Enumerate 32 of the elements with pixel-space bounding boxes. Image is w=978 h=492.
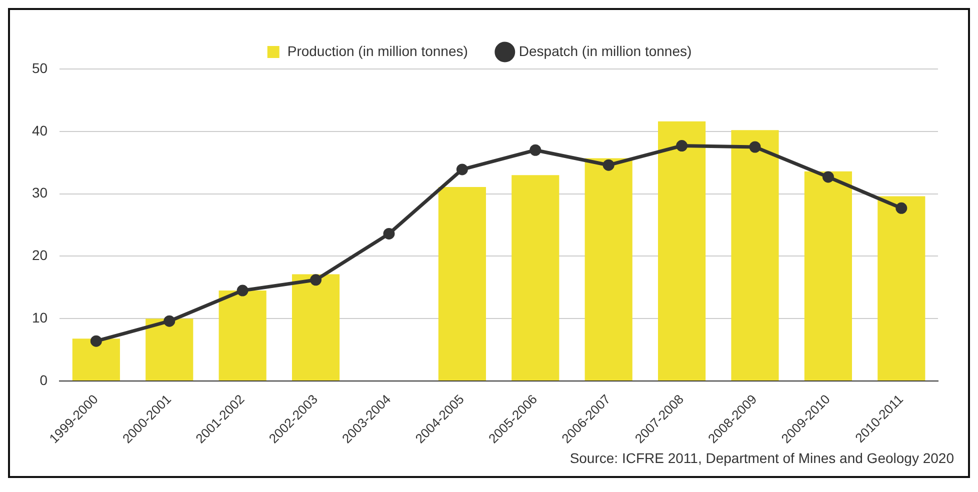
- bar: [438, 186, 486, 381]
- bar: [731, 130, 779, 381]
- legend-label: Despatch (in million tonnes): [518, 42, 692, 59]
- point: [602, 159, 614, 171]
- point: [383, 228, 395, 240]
- legend-label: Production (in million tonnes): [287, 42, 468, 59]
- y-tick-label: 20: [32, 247, 48, 264]
- bar: [72, 338, 120, 381]
- y-tick-label: 0: [40, 372, 48, 388]
- y-tick-label: 10: [32, 309, 48, 326]
- y-tick-label: 30: [32, 184, 48, 201]
- y-tick-label: 50: [32, 60, 48, 76]
- point: [310, 274, 322, 286]
- bar: [292, 274, 340, 381]
- bar: [146, 318, 194, 381]
- point: [456, 164, 468, 176]
- point: [530, 144, 542, 156]
- point: [676, 140, 688, 152]
- point: [896, 202, 908, 214]
- bar: [512, 175, 560, 381]
- bar: [658, 121, 706, 381]
- y-tick-label: 40: [32, 122, 48, 138]
- source-note: Source: ICFRE 2011, Department of Mines and Geology 2020: [568, 450, 955, 468]
- point: [236, 284, 248, 296]
- bar: [804, 171, 852, 381]
- point: [822, 171, 834, 183]
- bar: [878, 196, 926, 381]
- point: [164, 315, 176, 327]
- bar: [584, 158, 632, 381]
- point: [90, 335, 102, 347]
- bar: [218, 290, 266, 381]
- point: [749, 141, 761, 153]
